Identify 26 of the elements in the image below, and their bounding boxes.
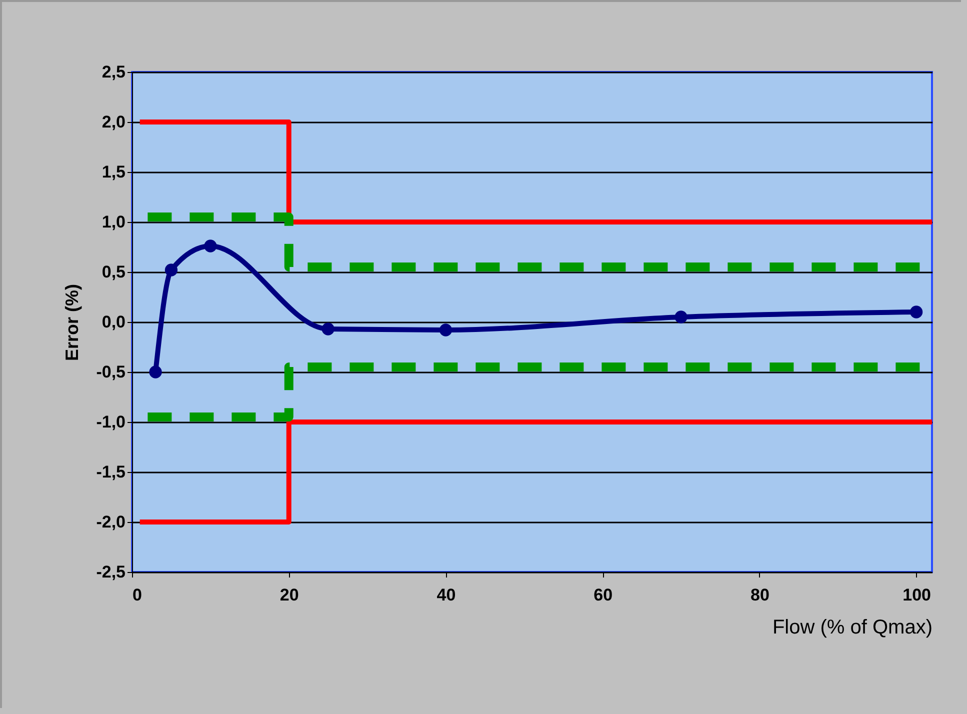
x-tick-label: 0 (132, 586, 142, 604)
point (674, 310, 688, 324)
x-tick-label: 80 (750, 586, 770, 604)
y-tick-label: 0,0 (102, 312, 126, 332)
x-tick-label: 100 (902, 586, 931, 604)
x-axis-title: Flow (% of Qmax) (772, 616, 932, 638)
point (322, 322, 334, 336)
point (910, 306, 923, 318)
point (204, 240, 217, 252)
y-tick-label: 2,5 (102, 62, 126, 82)
x-tick-label: 60 (594, 586, 613, 604)
point (164, 264, 178, 276)
y-tick-label: -1,5 (96, 462, 126, 482)
y-axis-title: Error (%) (62, 284, 82, 362)
y-tick-label: 1,0 (102, 212, 126, 232)
y-tick-label: 0,5 (102, 262, 126, 282)
x-tick-label: 40 (436, 586, 456, 604)
y-tick-label: -2,5 (96, 562, 126, 582)
y-tick-label: -0,5 (96, 362, 126, 382)
y-tick-label: 1,5 (102, 162, 126, 182)
y-tick-label: 2,0 (102, 112, 126, 132)
y-tick-label: -1,0 (96, 412, 126, 432)
point (149, 366, 162, 378)
y-tick-label: -2,0 (96, 512, 126, 532)
point (439, 324, 452, 336)
x-tick-label: 20 (280, 586, 299, 604)
